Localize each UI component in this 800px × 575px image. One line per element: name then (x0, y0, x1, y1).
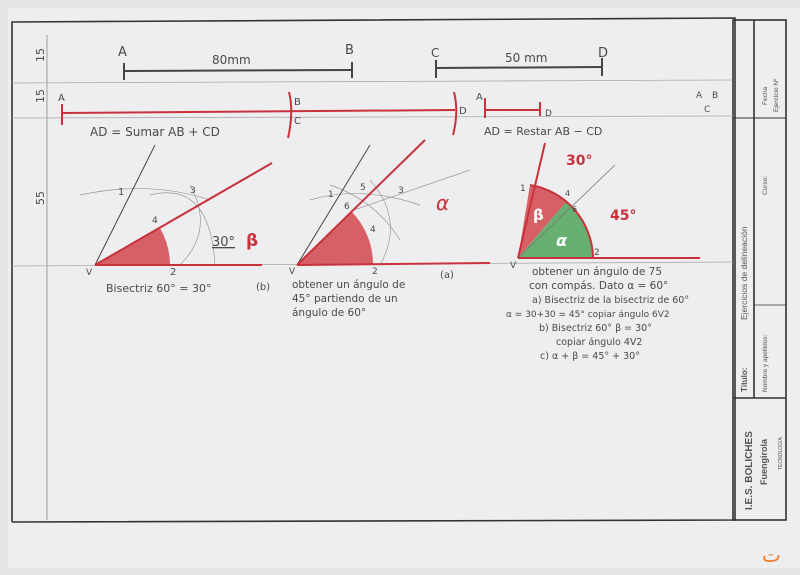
fig-b-point-1: 1 (118, 187, 124, 198)
side-mark-c: C (704, 105, 710, 115)
sum-caption: AD = Sumar AB + CD (90, 125, 220, 139)
title-label: Título: (740, 368, 749, 392)
label-a: A (118, 45, 127, 60)
sum-label-d: D (459, 106, 467, 117)
department: TECNOLOGÍA (777, 437, 784, 470)
course-label: Curso: (762, 176, 769, 195)
length-ab: 80mm (212, 53, 251, 67)
fig-a-point-v: V (289, 267, 296, 277)
fig-c-beta: β (533, 206, 544, 224)
fig-c-point-v: V (510, 261, 517, 271)
date-label: Fecha (762, 87, 769, 105)
school-town: Fuengirola (759, 438, 769, 485)
fig-a-caption-1: obtener un ángulo de (292, 279, 405, 291)
figure-a: V 1 2 3 4 5 6 α obtener un ángulo de 45°… (289, 139, 491, 319)
diff-label-d: D (545, 109, 552, 119)
fig-c-caption-6: copiar ángulo 4V2 (556, 337, 642, 348)
length-cd: 50 mm (505, 51, 547, 65)
fig-c-caption-7: c) α + β = 45° + 30° (540, 351, 640, 362)
fig-c-point-6: 6 (572, 205, 577, 214)
fig-c-caption-3: a) Bisectriz de la bisectriz de 60° (532, 295, 689, 306)
school-name: I.E.S. BOLICHES (744, 431, 755, 510)
fig-c-caption-5: b) Bisectriz 60° β = 30° (539, 323, 652, 334)
sheet-frame (11, 17, 787, 523)
side-mark-a: A (696, 91, 703, 101)
fig-c-caption-2: con compás. Dato α = 60° (529, 280, 668, 292)
fig-a-caption-3: ángulo de 60° (292, 307, 366, 319)
watermark-logo: ت (762, 543, 781, 567)
dim-15-a: 15 (34, 48, 47, 62)
figure-c: V 1 2 4 6 30° 45° β α obtener un ángulo … (506, 142, 700, 362)
label-c: C (431, 46, 439, 60)
fig-c-caption-4: α = 30+30 = 45° copiar ángulo 6V2 (506, 310, 670, 320)
fig-b-beta: β (246, 231, 258, 251)
fig-a-caption-2: 45° partiendo de un (292, 293, 398, 305)
fig-c-angle-30: 30° (566, 153, 592, 169)
exercise-label: Ejercicio Nº (773, 78, 780, 112)
sum-label-b: B (294, 97, 301, 108)
name-label: Nombre y apellidos: (762, 334, 769, 392)
fig-b-point-2: 2 (170, 267, 176, 278)
fig-a-point-2: 2 (372, 267, 378, 277)
label-d: D (598, 46, 608, 61)
fig-a-point-3: 3 (398, 186, 404, 196)
fig-b-point-v: V (86, 268, 93, 278)
sheet-title: Ejercicios de delineación (739, 226, 749, 320)
fig-c-point-4: 4 (565, 189, 570, 198)
dim-15-b: 15 (34, 89, 47, 103)
fig-b-tag: (b) (256, 282, 270, 293)
sum-label-a: A (58, 93, 65, 104)
fig-c-point-2: 2 (594, 248, 600, 258)
fig-c-caption-1: obtener un ángulo de 75 (532, 266, 662, 278)
dim-55: 55 (34, 191, 47, 205)
segment-ab (123, 62, 353, 80)
fig-c-alpha: α (556, 231, 568, 250)
fig-c-angle-45: 45° (610, 208, 636, 224)
fig-a-point-6: 6 (344, 202, 350, 212)
label-b: B (345, 43, 354, 58)
segment-cd (435, 58, 603, 78)
fig-c-point-1: 1 (520, 184, 526, 194)
side-mark-b: B (712, 91, 718, 101)
fig-a-point-4: 4 (370, 225, 376, 235)
fig-b-point-3: 3 (190, 186, 196, 196)
sum-segment (61, 91, 458, 139)
title-block: I.E.S. BOLICHES Fuengirola TECNOLOGÍA Tí… (739, 78, 784, 510)
fig-a-point-1: 1 (328, 190, 334, 200)
sum-label-c: C (294, 116, 301, 127)
fig-a-point-5: 5 (360, 183, 366, 193)
figure-b: V 1 2 3 4 30° β Bisectriz 60° = 30° (b) (79, 144, 273, 295)
fig-b-angle: 30° (212, 235, 235, 250)
difference-segment (484, 98, 541, 118)
fig-a-alpha: α (436, 191, 449, 215)
fig-b-caption: Bisectriz 60° = 30° (106, 282, 212, 295)
diff-label-a: A (476, 92, 483, 103)
diff-caption: AD = Restar AB − CD (484, 125, 602, 138)
fig-a-tag: (a) (440, 270, 454, 281)
fig-b-point-4: 4 (152, 216, 158, 226)
